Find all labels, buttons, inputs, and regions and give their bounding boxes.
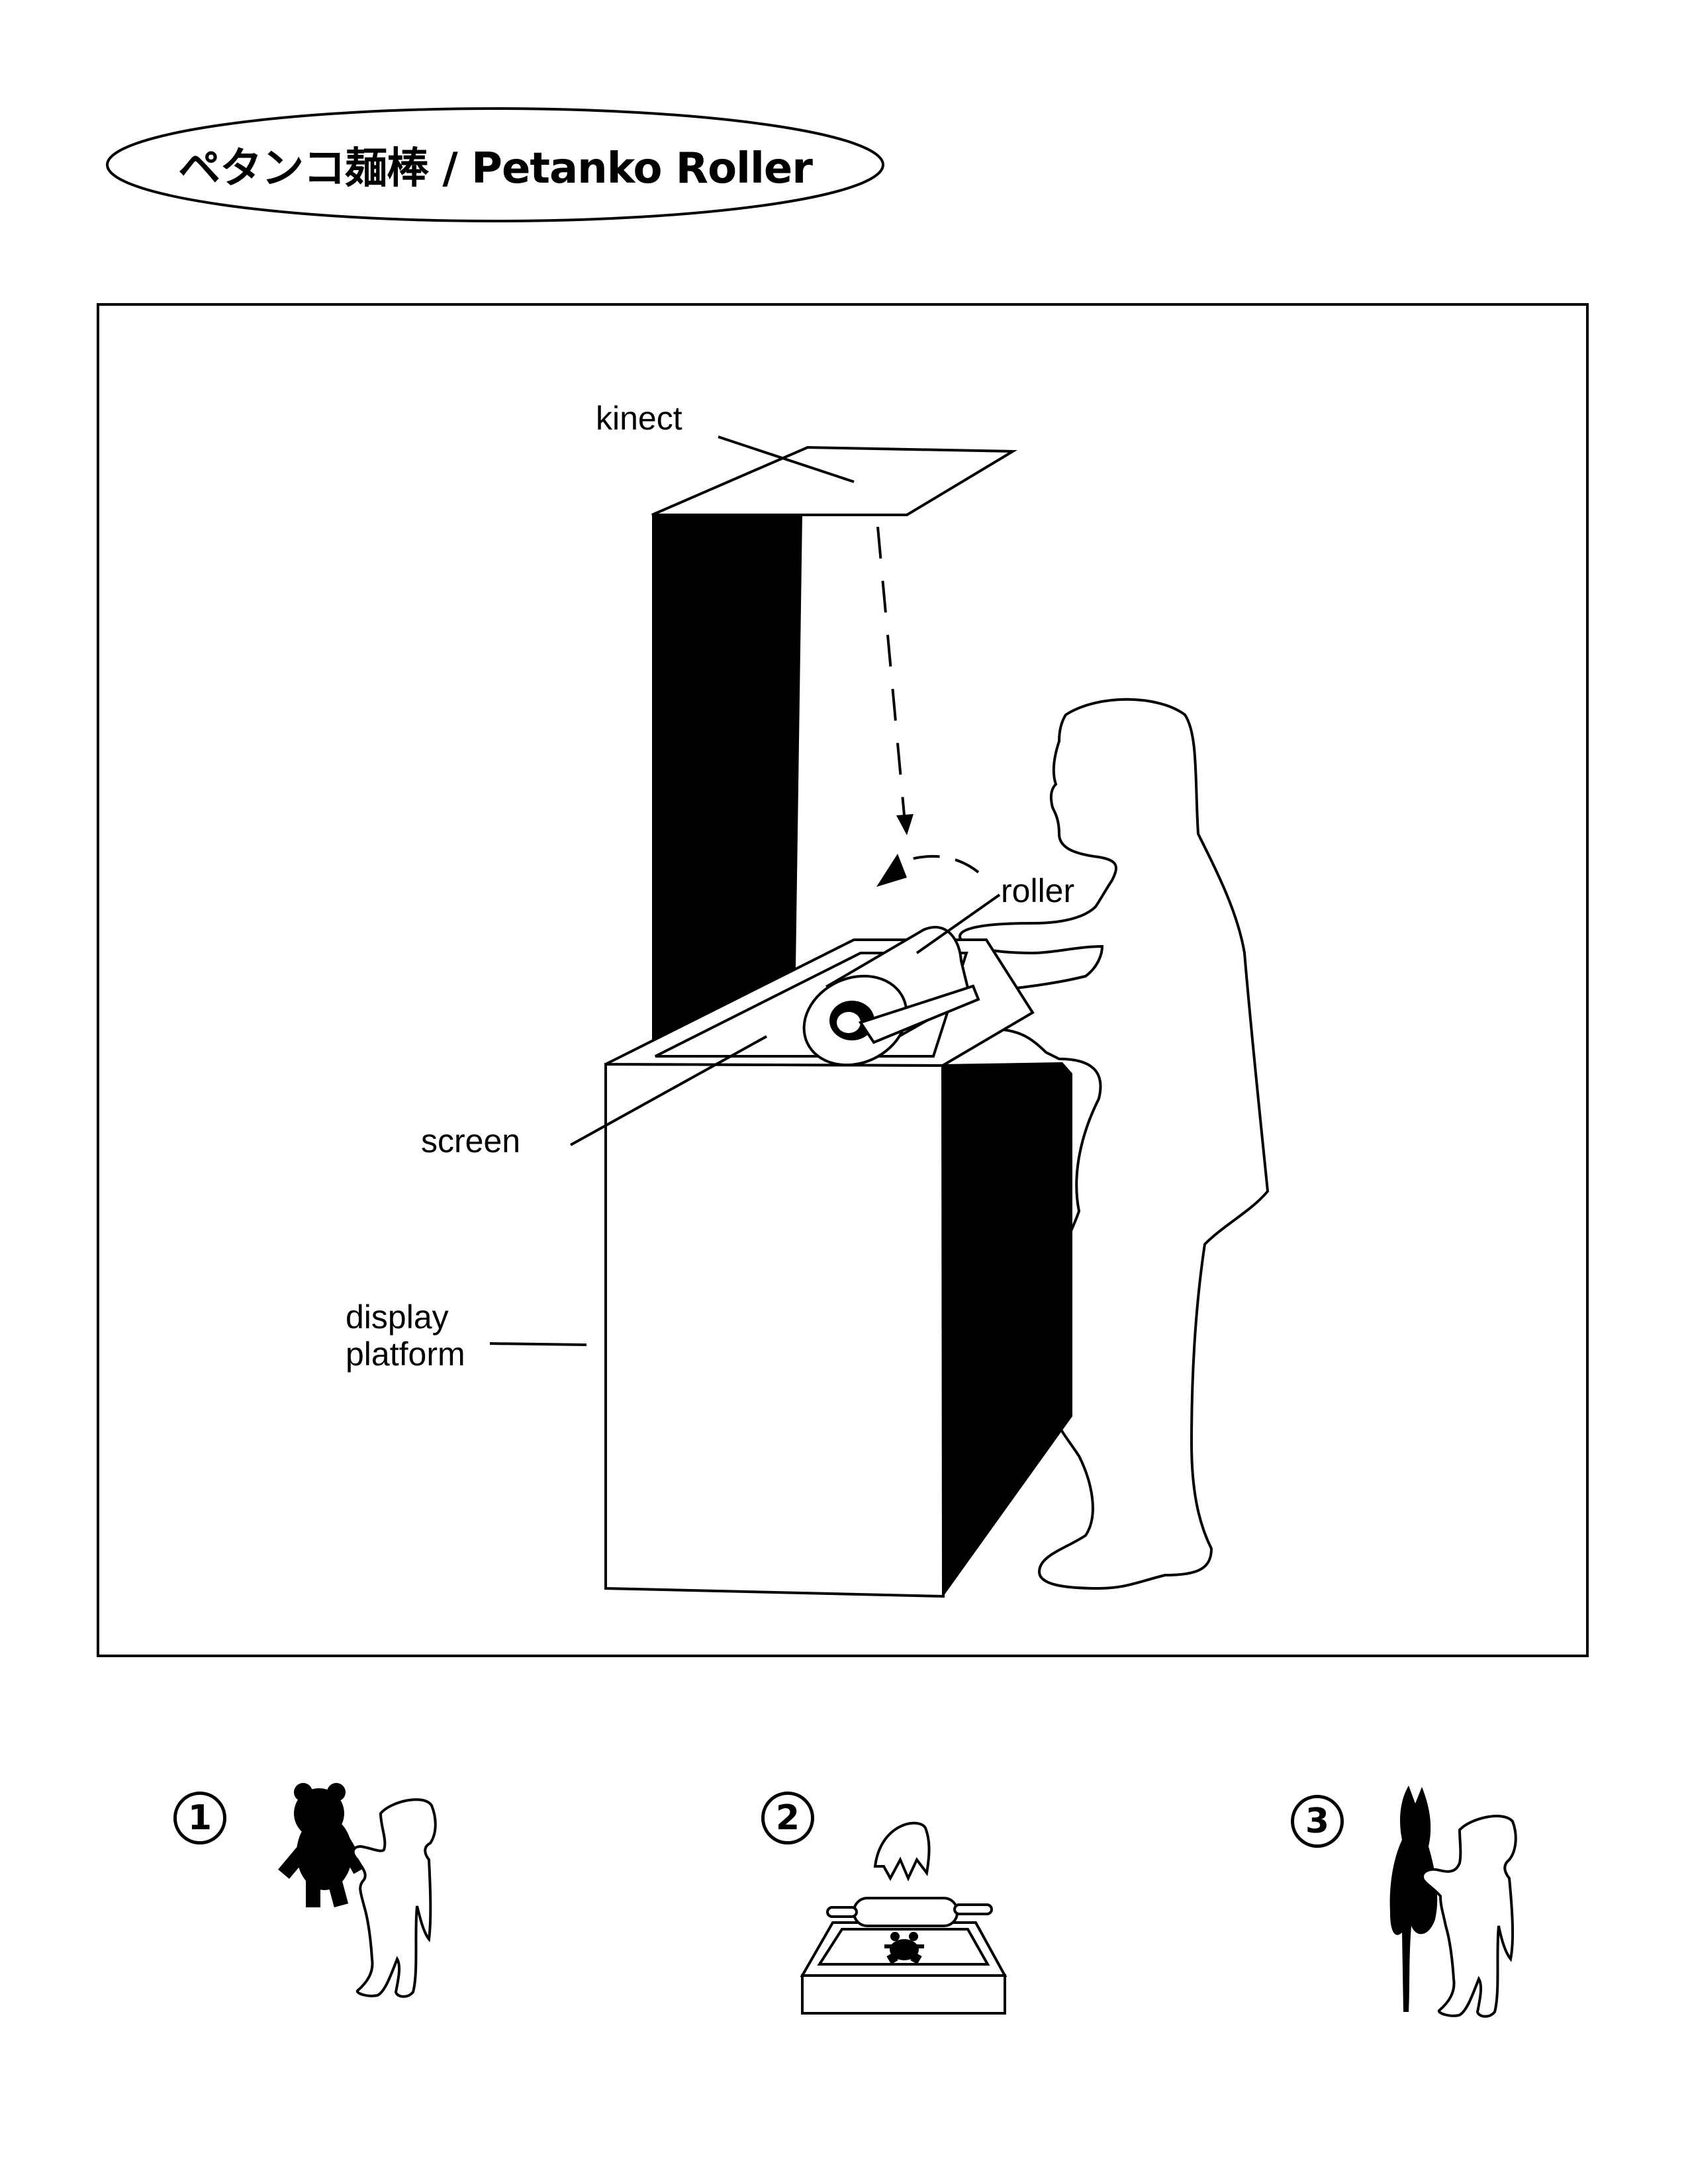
- rolling-pin-icon: [826, 1897, 993, 1927]
- kinect-sensor: [651, 445, 1017, 516]
- diagram-frame: [97, 303, 1589, 1657]
- mini-platform: [801, 1974, 1006, 2015]
- step-number-3: 3: [1291, 1795, 1344, 1848]
- page-title: ペタンコ麺棒 / Petanko Roller: [178, 144, 813, 193]
- label-roller: roller: [1001, 872, 1075, 909]
- child-icon-3: [1421, 1815, 1517, 2018]
- step1-illustration: [278, 1783, 437, 1998]
- label-screen: screen: [421, 1122, 521, 1160]
- label-kinect: kinect: [596, 400, 682, 437]
- kinect-pointer: [718, 435, 855, 483]
- flattened-toy-icon: [884, 1932, 924, 1965]
- kinect-pillar: [652, 515, 802, 1059]
- title-oval: [106, 107, 884, 222]
- sensing-arrowhead: [896, 814, 914, 835]
- child-top-icon: [873, 1821, 931, 1882]
- step-number-1: 1: [173, 1792, 226, 1844]
- roller-pointer: [915, 893, 1001, 954]
- sensing-arrow: [876, 526, 906, 816]
- teddy-bear-icon: [278, 1783, 367, 1907]
- roller: [802, 926, 980, 1067]
- step3-illustration: [1389, 1786, 1517, 2018]
- child-icon: [352, 1798, 437, 1998]
- platform-pointer: [489, 1342, 587, 1346]
- display-platform: [604, 1062, 945, 1598]
- platform-side: [943, 1062, 1072, 1596]
- step-number-2: 2: [761, 1792, 814, 1844]
- step2-illustration: [800, 1821, 1008, 2015]
- rolling-arrowhead: [876, 854, 907, 887]
- label-display: display: [346, 1298, 449, 1336]
- rolling-arrow: [901, 855, 980, 874]
- label-platform: platform: [346, 1336, 465, 1373]
- screen-pointer: [570, 1035, 767, 1146]
- flattened-bear-icon: [1389, 1786, 1438, 2012]
